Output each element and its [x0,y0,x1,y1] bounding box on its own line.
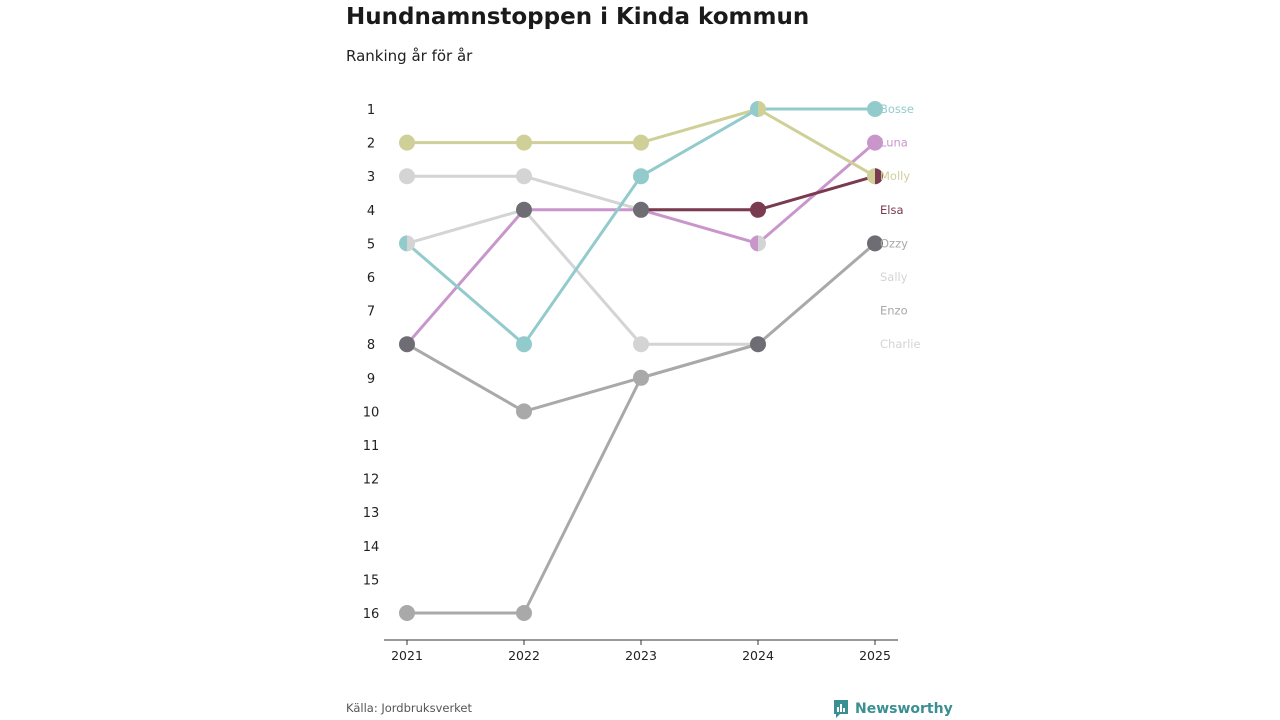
y-tick-label: 16 [363,607,380,622]
end-labels: Bosse Luna Molly Elsa Ozzy Sally Enzo Charlie [880,102,921,351]
data-point [516,168,532,185]
data-point [758,235,766,252]
data-point [633,369,649,386]
series-label-luna: Luna [880,136,908,150]
data-point [750,336,766,353]
y-tick-label: 10 [363,405,380,420]
series-markers [399,101,883,621]
source-note: Källa: Jordbruksverket [346,701,473,715]
x-tick-label: 2025 [859,648,891,663]
y-tick-label: 9 [367,372,375,387]
series-label-sally: Sally [880,270,908,284]
data-point [399,336,415,353]
y-tick-label: 11 [363,439,380,454]
data-point [516,201,532,218]
brand-logo: Newsworthy [833,699,953,719]
data-point [867,101,883,117]
x-tick-label: 2024 [742,648,774,663]
y-tick-label: 3 [367,170,375,185]
series-label-ozzy: Ozzy [880,236,908,250]
series-line-ozzy [406,242,876,413]
data-point [516,336,532,353]
x-tick-label: 2023 [625,648,657,663]
series-label-bosse: Bosse [880,102,914,116]
data-point [399,235,407,252]
y-tick-label: 15 [363,573,380,588]
y-tick-label: 2 [367,137,375,152]
series-line-sally [406,208,758,346]
series-label-molly: Molly [880,169,910,183]
x-tick-label: 2021 [391,648,423,663]
data-point [633,336,649,353]
series-lines [405,107,876,615]
data-point [633,201,649,218]
data-point [407,235,415,252]
data-point [750,201,766,218]
series-label-enzo: Enzo [880,304,908,318]
series-label-charlie: Charlie [880,337,921,351]
y-tick-label: 6 [367,271,375,286]
data-point [516,134,532,151]
data-point [750,101,758,117]
chart-logo-icon [834,700,848,718]
data-point [758,101,766,117]
x-tick-label: 2022 [508,648,540,663]
brand-name: Newsworthy [855,701,953,717]
y-tick-label: 7 [367,305,375,320]
data-point [633,168,649,185]
data-point [399,134,415,151]
data-point [633,134,649,151]
y-tick-label: 13 [363,506,380,521]
data-point [516,403,532,420]
data-point [867,235,883,252]
y-tick-label: 1 [367,103,375,118]
series-line-charlie [407,174,758,212]
y-tick-label: 8 [367,338,375,353]
data-point [399,168,415,185]
x-axis: 2021 2022 2023 2024 2025 [391,640,891,663]
series-line-enzo [407,342,759,615]
data-point [399,605,415,621]
y-tick-label: 14 [363,540,380,555]
series-label-elsa: Elsa [880,203,904,217]
data-point [867,134,883,151]
data-point [867,168,875,185]
chart-subtitle: Ranking år för år [346,47,473,65]
data-point [516,605,532,621]
chart-title: Hundnamnstoppen i Kinda kommun [346,4,810,30]
y-tick-label: 4 [367,204,375,219]
y-tick-label: 5 [367,237,375,252]
y-tick-label: 12 [363,473,380,488]
data-point [750,235,758,252]
data-point [875,168,883,185]
